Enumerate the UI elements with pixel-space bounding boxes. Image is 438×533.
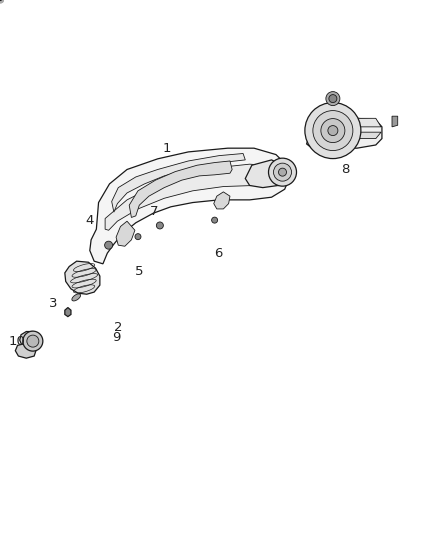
Text: 2: 2 [114, 321, 123, 334]
Polygon shape [65, 261, 100, 294]
Circle shape [23, 331, 43, 351]
Polygon shape [313, 132, 381, 139]
Circle shape [329, 94, 337, 103]
Text: 10: 10 [8, 335, 25, 348]
Text: 5: 5 [135, 265, 144, 278]
Circle shape [212, 217, 218, 223]
Polygon shape [116, 221, 135, 246]
Text: 9: 9 [112, 331, 120, 344]
Polygon shape [307, 109, 359, 154]
Circle shape [27, 335, 39, 347]
Polygon shape [65, 308, 71, 317]
Text: 3: 3 [49, 297, 58, 310]
Polygon shape [307, 118, 382, 148]
Circle shape [105, 241, 113, 249]
Ellipse shape [72, 294, 81, 301]
Text: 7: 7 [150, 205, 159, 218]
Circle shape [156, 222, 163, 229]
Polygon shape [112, 154, 245, 212]
Circle shape [321, 118, 345, 143]
Text: 6: 6 [214, 247, 223, 260]
Circle shape [305, 102, 361, 159]
Polygon shape [129, 161, 232, 217]
Polygon shape [15, 344, 36, 358]
Circle shape [135, 233, 141, 240]
Text: 8: 8 [341, 163, 350, 176]
Text: 4: 4 [85, 214, 94, 227]
Polygon shape [313, 118, 381, 127]
Polygon shape [20, 332, 39, 348]
Circle shape [328, 126, 338, 135]
Circle shape [268, 158, 297, 186]
Circle shape [313, 110, 353, 151]
Polygon shape [245, 160, 284, 188]
Polygon shape [392, 116, 398, 127]
Text: 1: 1 [162, 142, 171, 155]
Circle shape [326, 92, 340, 106]
Polygon shape [105, 164, 284, 230]
Polygon shape [214, 192, 230, 209]
Polygon shape [90, 148, 289, 264]
Circle shape [273, 163, 292, 181]
Circle shape [279, 168, 286, 176]
